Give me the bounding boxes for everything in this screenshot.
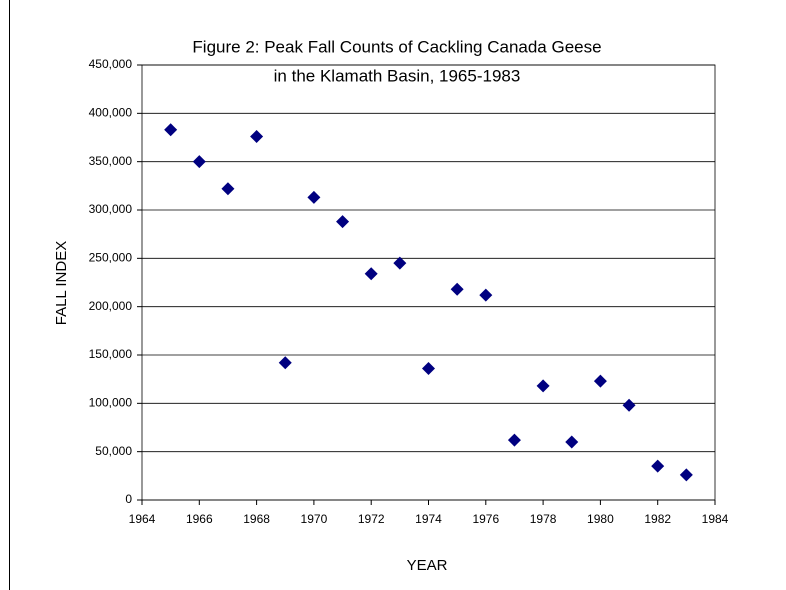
- point: [192, 155, 206, 169]
- point: [221, 182, 235, 196]
- point: [536, 379, 550, 393]
- x-tick-label: 1980: [587, 512, 614, 526]
- y-tick-label: 250,000: [89, 251, 133, 265]
- y-tick-label: 150,000: [89, 347, 133, 361]
- x-axis-label: YEAR: [407, 557, 448, 574]
- point: [307, 190, 321, 204]
- point: [565, 435, 579, 449]
- point: [250, 130, 264, 144]
- x-tick-label: 1982: [644, 512, 671, 526]
- y-tick-label: 50,000: [95, 444, 132, 458]
- y-tick-label: 400,000: [89, 106, 133, 120]
- point: [422, 362, 435, 376]
- x-tick-label: 1972: [358, 512, 385, 526]
- point: [622, 398, 636, 412]
- x-tick-label: 1978: [530, 512, 557, 526]
- y-tick-label: 350,000: [89, 154, 133, 168]
- point: [393, 256, 407, 270]
- point: [278, 356, 292, 370]
- point: [479, 288, 493, 302]
- point: [679, 468, 693, 482]
- y-tick-label: 0: [125, 492, 132, 506]
- point: [364, 267, 378, 281]
- y-tick-label: 450,000: [89, 57, 133, 71]
- point: [450, 282, 464, 296]
- chart-title: in the Klamath Basin, 1965-1983: [274, 66, 521, 85]
- x-tick-label: 1968: [243, 512, 270, 526]
- point: [593, 374, 607, 388]
- chart-title: Figure 2: Peak Fall Counts of Cackling C…: [192, 37, 601, 56]
- point: [507, 433, 521, 447]
- x-tick-label: 1974: [415, 512, 442, 526]
- y-axis-label: FALL INDEX: [53, 241, 70, 325]
- point: [336, 215, 350, 229]
- y-tick-label: 300,000: [89, 202, 133, 216]
- y-tick-label: 200,000: [89, 299, 133, 313]
- x-tick-label: 1976: [472, 512, 499, 526]
- x-tick-label: 1966: [186, 512, 213, 526]
- x-tick-label: 1970: [301, 512, 328, 526]
- point: [651, 459, 665, 473]
- chart-frame: [9, 0, 786, 590]
- x-tick-label: 1964: [129, 512, 156, 526]
- y-tick-label: 100,000: [89, 396, 133, 410]
- point: [164, 123, 178, 137]
- x-tick-label: 1984: [702, 512, 729, 526]
